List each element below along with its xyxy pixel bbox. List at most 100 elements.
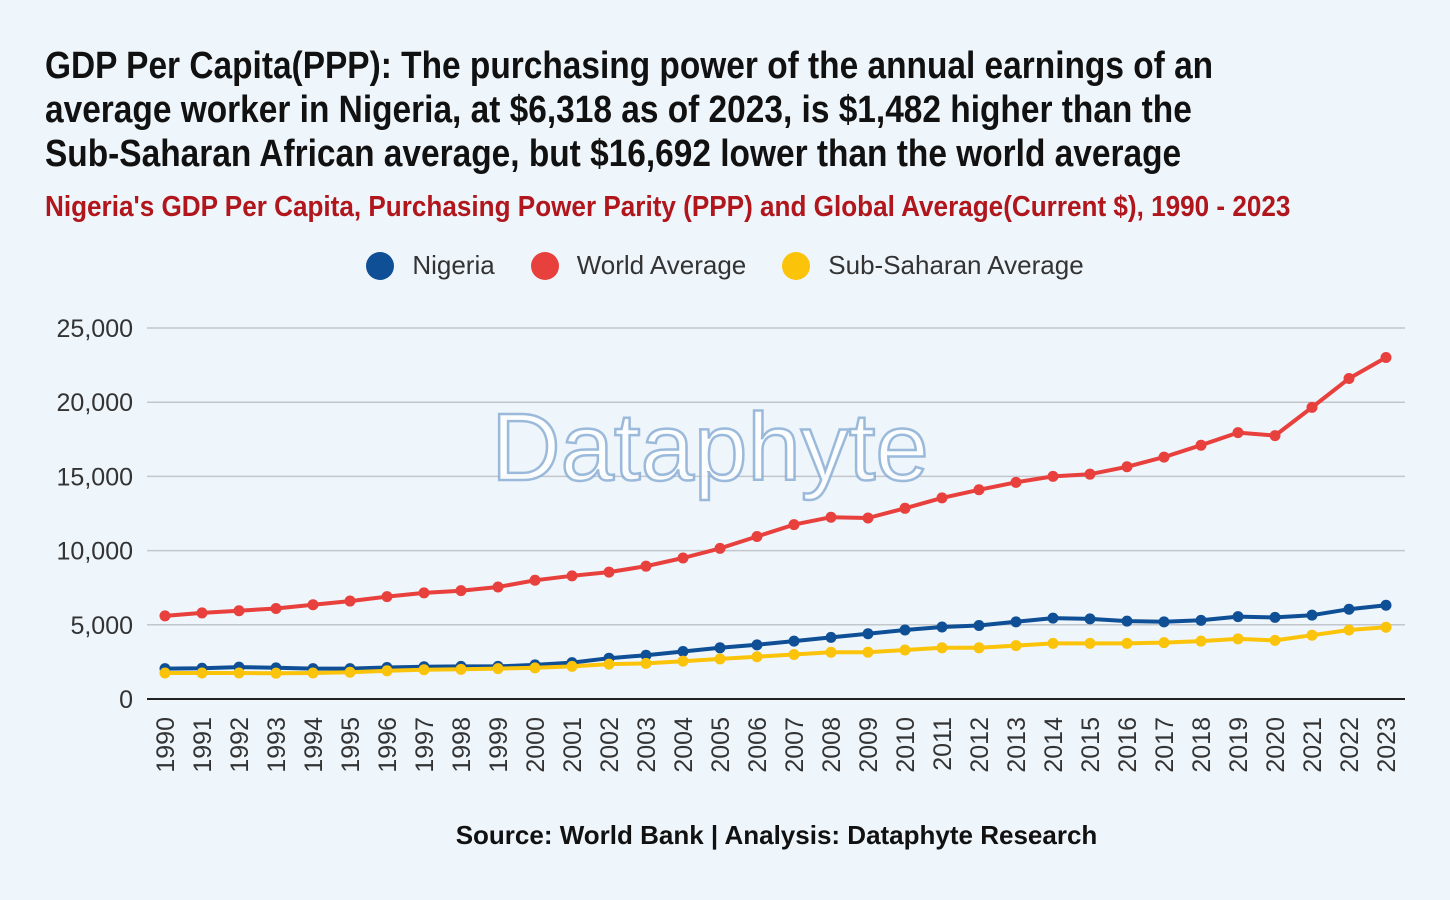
y-tick-label: 15,000 [57, 463, 133, 491]
data-point-world-average [1306, 401, 1318, 413]
data-point-sub-saharan-average [936, 642, 948, 654]
x-tick-label: 2001 [559, 717, 587, 773]
data-point-sub-saharan-average [1195, 635, 1207, 647]
x-tick-label: 1994 [300, 717, 328, 773]
data-point-sub-saharan-average [381, 665, 393, 677]
data-point-nigeria [1121, 615, 1133, 627]
data-point-world-average [1121, 461, 1133, 473]
data-point-sub-saharan-average [1047, 637, 1059, 649]
series-nigeria [159, 599, 1392, 675]
legend-item-nigeria: Nigeria [366, 250, 495, 281]
data-point-nigeria [640, 649, 652, 661]
data-point-world-average [529, 574, 541, 586]
chart-subtitle: Nigeria's GDP Per Capita, Purchasing Pow… [45, 191, 1291, 223]
legend-marker-sub-saharan-average [782, 251, 811, 280]
x-tick-label: 1996 [374, 717, 402, 773]
data-point-sub-saharan-average [1010, 640, 1022, 652]
data-point-world-average [936, 492, 948, 504]
data-point-nigeria [714, 642, 726, 654]
y-tick-label: 0 [119, 686, 133, 714]
data-point-world-average [455, 585, 467, 597]
data-point-sub-saharan-average [825, 646, 837, 658]
series-world-average [159, 352, 1392, 622]
data-point-sub-saharan-average [677, 655, 689, 667]
data-point-nigeria [936, 621, 948, 633]
x-tick-label: 2005 [707, 717, 735, 773]
x-tick-label: 1991 [189, 717, 217, 773]
data-point-world-average [1343, 372, 1355, 384]
data-point-sub-saharan-average [159, 667, 171, 679]
x-tick-label: 2002 [596, 717, 624, 773]
x-tick-label: 2019 [1225, 717, 1253, 773]
x-tick-label: 2014 [1040, 717, 1068, 773]
x-tick-label: 2021 [1299, 717, 1327, 773]
data-point-world-average [1380, 352, 1392, 364]
series-sub-saharan-average [159, 621, 1392, 679]
x-tick-label: 2006 [744, 717, 772, 773]
data-point-nigeria [1232, 611, 1244, 623]
data-point-nigeria [899, 624, 911, 636]
data-point-world-average [862, 512, 874, 524]
data-point-world-average [381, 591, 393, 603]
x-tick-label: 2018 [1188, 717, 1216, 773]
data-point-world-average [1195, 439, 1207, 451]
x-tick-label: 2007 [781, 717, 809, 773]
series-group [159, 352, 1392, 679]
x-tick-label: 1997 [411, 717, 439, 773]
data-point-sub-saharan-average [492, 663, 504, 675]
watermark-text: Dataphyte [491, 394, 929, 501]
data-point-world-average [159, 610, 171, 622]
data-point-world-average [973, 484, 985, 496]
data-point-sub-saharan-average [455, 663, 467, 675]
data-point-nigeria [677, 646, 689, 658]
data-point-nigeria [1195, 614, 1207, 626]
x-tick-label: 1993 [263, 717, 291, 773]
legend-label-nigeria: Nigeria [412, 250, 495, 280]
data-point-nigeria [1047, 612, 1059, 624]
y-tick-label: 20,000 [57, 389, 133, 417]
data-point-nigeria [1010, 616, 1022, 628]
data-point-sub-saharan-average [1380, 621, 1392, 633]
data-point-sub-saharan-average [1084, 637, 1096, 649]
legend-marker-world-average [530, 251, 559, 280]
legend-item-world-average: World Average [530, 250, 747, 281]
data-point-sub-saharan-average [973, 642, 985, 654]
data-point-nigeria [825, 631, 837, 643]
legend-item-sub-saharan-average: Sub-Saharan Average [782, 250, 1084, 281]
data-point-world-average [788, 519, 800, 531]
data-point-world-average [344, 595, 356, 607]
data-point-nigeria [1306, 609, 1318, 621]
x-tick-label: 2010 [892, 717, 920, 773]
data-point-sub-saharan-average [899, 644, 911, 656]
x-tick-label: 2022 [1336, 717, 1364, 773]
data-point-nigeria [1269, 611, 1281, 623]
x-tick-label: 2000 [522, 717, 550, 773]
x-tick-label: 2017 [1151, 717, 1179, 773]
data-point-world-average [196, 607, 208, 619]
data-point-sub-saharan-average [714, 653, 726, 665]
data-point-sub-saharan-average [862, 646, 874, 658]
data-point-world-average [899, 502, 911, 514]
x-tick-label: 1992 [226, 717, 254, 773]
x-tick-label: 2016 [1114, 717, 1142, 773]
legend: Nigeria World Average Sub-Saharan Averag… [0, 250, 1450, 281]
data-point-nigeria [788, 635, 800, 647]
data-point-world-average [233, 605, 245, 617]
data-point-sub-saharan-average [566, 660, 578, 672]
data-point-world-average [1269, 430, 1281, 442]
data-point-sub-saharan-average [344, 666, 356, 678]
data-point-nigeria [751, 639, 763, 651]
data-point-world-average [1047, 470, 1059, 482]
x-tick-label: 2011 [929, 717, 957, 771]
legend-label-sub-saharan-average: Sub-Saharan Average [828, 250, 1084, 280]
data-point-world-average [751, 531, 763, 543]
x-axis: 1990 1991 1992 1993 1994 1995 1996 1997 1998 1999… [147, 698, 1405, 773]
data-point-world-average [1158, 451, 1170, 463]
data-point-world-average [418, 587, 430, 599]
x-tick-label: 1990 [152, 717, 180, 773]
data-point-world-average [640, 560, 652, 572]
x-tick-label: 2020 [1262, 717, 1290, 773]
legend-label-world-average: World Average [576, 250, 747, 280]
y-tick-label: 5,000 [70, 612, 133, 640]
x-tick-label: 2009 [855, 717, 883, 773]
